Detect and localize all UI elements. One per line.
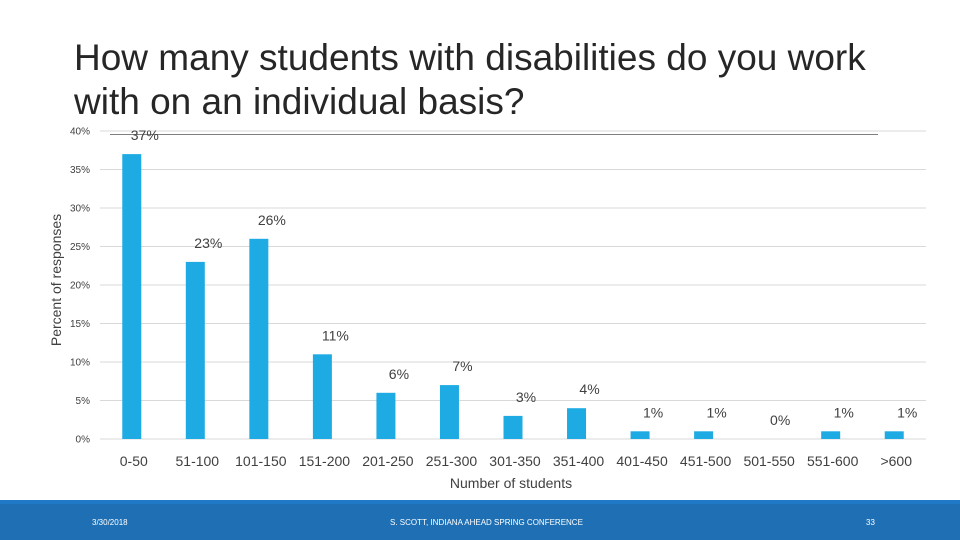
slide-title: How many students with disabilities do y… — [74, 37, 866, 122]
x-tick-label: 51-100 — [176, 453, 220, 469]
footer — [0, 500, 960, 540]
data-label: 37% — [131, 127, 159, 143]
bar — [694, 431, 714, 439]
footer-page-number: 33 — [866, 518, 875, 527]
y-tick-label: 40% — [70, 127, 90, 138]
x-tick-label: 551-600 — [807, 453, 859, 469]
x-tick-label: 251-300 — [426, 453, 478, 469]
footer-band — [0, 504, 960, 540]
bar — [630, 431, 650, 439]
x-tick-label: 451-500 — [680, 453, 732, 469]
data-label: 1% — [897, 404, 917, 420]
footer-accent-bar — [0, 500, 960, 504]
data-label: 11% — [322, 327, 349, 343]
y-tick-label: 30% — [70, 204, 90, 215]
x-tick-label: 501-550 — [743, 453, 795, 469]
data-label: 6% — [389, 366, 409, 382]
x-tick-label: 151-200 — [299, 453, 351, 469]
x-tick-label: 351-400 — [553, 453, 605, 469]
bar — [821, 431, 841, 439]
x-axis-title: Number of students — [450, 475, 572, 491]
footer-date: 3/30/2018 — [92, 518, 128, 527]
y-tick-label: 35% — [70, 165, 90, 176]
y-tick-label: 15% — [70, 319, 90, 330]
data-label: 7% — [452, 358, 472, 374]
data-label: 23% — [194, 235, 222, 251]
bar — [503, 415, 523, 439]
bar — [185, 261, 205, 439]
data-label: 1% — [706, 404, 726, 420]
data-label: 0% — [770, 412, 790, 428]
title-rule — [110, 134, 878, 135]
y-tick-label: 20% — [70, 281, 90, 292]
data-label: 4% — [579, 381, 599, 397]
y-tick-label: 5% — [76, 396, 91, 407]
bar — [312, 354, 332, 439]
data-label: 1% — [834, 404, 854, 420]
data-label: 3% — [516, 389, 536, 405]
bar — [376, 392, 396, 439]
x-tick-label: 0-50 — [120, 453, 148, 469]
y-axis-title: Percent of responses — [48, 214, 64, 346]
bar — [249, 238, 269, 439]
bar — [884, 431, 904, 439]
y-tick-label: 0% — [76, 435, 91, 446]
bar — [439, 385, 459, 439]
data-label: 1% — [643, 404, 663, 420]
x-tick-label: 401-450 — [616, 453, 668, 469]
x-tick-label: 301-350 — [489, 453, 541, 469]
x-tick-label: 101-150 — [235, 453, 287, 469]
y-tick-label: 25% — [70, 242, 90, 253]
bar — [122, 154, 142, 439]
bar — [567, 408, 587, 439]
footer-center-text: S. SCOTT, INDIANA AHEAD SPRING CONFERENC… — [390, 518, 583, 527]
x-tick-label: 201-250 — [362, 453, 414, 469]
y-tick-label: 10% — [70, 358, 90, 369]
data-label: 26% — [258, 212, 286, 228]
x-tick-label: >600 — [880, 453, 912, 469]
